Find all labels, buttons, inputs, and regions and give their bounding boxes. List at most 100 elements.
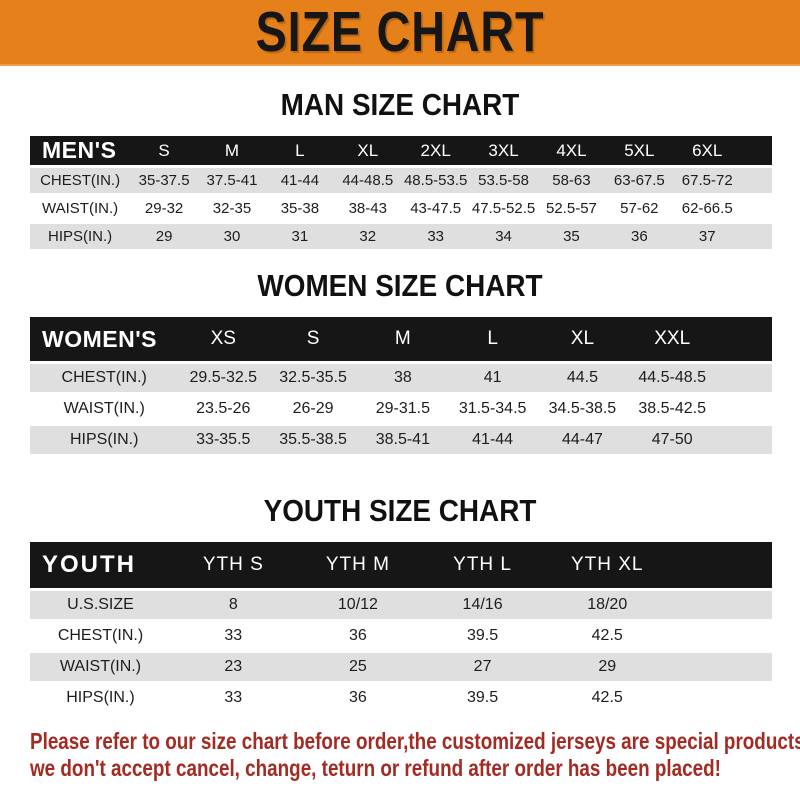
size-cell: 33 [224,627,243,644]
size-cell: 38-43 [348,200,387,217]
size-cell: 33-35.5 [196,431,251,448]
men-section-title: MAN SIZE CHART [280,87,520,122]
column-header: YTH S [202,554,264,575]
size-cell: 34.5-38.5 [548,400,617,417]
table-title: WOMEN'S [42,325,158,352]
column-header: XXL [654,328,691,349]
size-cell: 41-44 [472,431,514,448]
size-cell: 14/16 [462,596,503,613]
size-cell: 43-47.5 [410,200,462,217]
size-cell: 44-47 [561,431,603,448]
size-cell: 32-35 [212,200,252,217]
page-title: SIZE CHART [255,0,545,64]
size-cell: 35 [563,228,580,245]
row-label: HIPS(IN.) [69,431,139,448]
size-cell: 31 [291,228,309,245]
column-header: YTH XL [570,554,644,575]
header-row: YOUTH YTH S YTH M YTH L YTH XL [30,542,772,588]
footer-line-2: we don't accept cancel, change, teturn o… [30,755,721,781]
table-row: HIPS(IN.) 33 36 39.5 42.5 [30,684,772,712]
row-label: CHEST(IN.) [40,172,121,189]
size-cell: 29 [155,228,173,245]
spacer-cell [741,168,772,193]
size-cell: 36 [349,689,367,706]
size-cell: 57-62 [620,200,659,217]
size-chart-page: SIZE CHART MAN SIZE CHART MEN'S S M L XL 2XL 3… [0,0,800,782]
size-cell: 47-50 [651,431,693,448]
spacer-cell [670,542,772,588]
footer-note: Please refer to our size chart before or… [30,728,800,782]
spacer-cell [741,136,772,165]
youth-section: YOUTH SIZE CHART YOUTH YTH S YTH M YTH L YTH… [0,493,800,715]
table-row: CHEST(IN.) 35-37.5 37.5-41 41-44 44-48.5 48.5… [30,168,772,193]
row-label: CHEST(IN.) [57,627,144,644]
size-cell: 39.5 [467,689,499,706]
table-row: U.S.SIZE 8 10/12 14/16 18/20 [30,591,772,619]
spacer-cell [741,224,772,249]
size-cell: 25 [349,658,367,675]
row-label: U.S.SIZE [67,596,134,613]
size-cell: 41-44 [280,172,320,189]
spacer-cell [741,196,772,221]
table-row: CHEST(IN.) 29.5-32.5 32.5-35.5 38 41 44.5 44.5… [30,364,772,392]
column-header: XL [570,328,595,349]
size-cell: 33 [224,689,243,706]
size-cell: 23.5-26 [196,400,251,417]
size-cell: 29.5-32.5 [189,369,258,386]
size-cell: 31.5-34.5 [458,400,527,417]
size-cell: 62-66.5 [681,200,733,217]
size-cell: 32.5-35.5 [279,369,347,386]
size-cell: 44.5-48.5 [638,369,706,386]
table-row: WAIST(IN.) 23.5-26 26-29 29-31.5 31.5-34.5 34… [30,395,772,423]
header-row: MEN'S S M L XL 2XL 3XL 4XL 5XL 6XL [30,136,772,165]
size-cell: 26-29 [292,400,334,417]
column-header: 6XL [692,140,723,160]
column-header: S [158,140,170,160]
size-cell: 27 [473,658,492,675]
table-row: WAIST(IN.) 23 25 27 29 [30,653,772,681]
column-header: 4XL [556,140,587,160]
spacer-cell [670,653,772,681]
table-row: CHEST(IN.) 33 36 39.5 42.5 [30,622,772,650]
size-cell: 39.5 [467,627,499,644]
size-cell: 29-31.5 [375,400,430,417]
table-row: WAIST(IN.) 29-32 32-35 35-38 38-43 43-47.5 47.… [30,196,772,221]
table-row: HIPS(IN.) 29 30 31 32 33 34 35 36 37 [30,224,772,249]
row-label: WAIST(IN.) [42,200,119,217]
size-cell: 18/20 [587,596,628,613]
size-cell: 42.5 [591,627,623,644]
spacer-cell [717,426,772,454]
size-cell: 34 [495,228,512,245]
table-title: YOUTH [42,551,136,578]
men-size-table: MEN'S S M L XL 2XL 3XL 4XL 5XL 6XL CHEST(IN.) 35-37… [30,133,772,252]
spacer-cell [670,684,772,712]
size-cell: 23 [224,658,243,675]
size-cell: 44-48.5 [342,172,394,189]
size-cell: 37.5-41 [206,172,258,189]
header-row: WOMEN'S XS S M L XL XXL [30,317,772,361]
row-label: HIPS(IN.) [47,228,113,245]
spacer-cell [717,364,772,392]
size-cell: 67.5-72 [681,172,733,189]
size-cell: 35.5-38.5 [279,431,347,448]
table-row: HIPS(IN.) 33-35.5 35.5-38.5 38.5-41 41-44 44-… [30,426,772,454]
size-cell: 41 [483,369,502,386]
column-header: YTH M [325,554,390,575]
spacer-cell [717,317,772,361]
row-label: WAIST(IN.) [59,658,142,675]
size-cell: 42.5 [591,689,623,706]
size-cell: 29-32 [144,200,184,217]
size-cell: 33 [427,228,444,245]
banner: SIZE CHART [0,0,800,66]
youth-size-table: YOUTH YTH S YTH M YTH L YTH XL U.S.SIZE 8 10/12… [30,539,772,715]
youth-section-title: YOUTH SIZE CHART [263,493,537,528]
women-size-table: WOMEN'S XS S M L XL XXL CHEST(IN.) 29.5-32.5 32.5… [30,314,772,457]
spacer-cell [670,591,772,619]
men-section: MAN SIZE CHART MEN'S S M L XL 2XL 3XL 4XL 5XL 6XL… [0,87,800,252]
size-cell: 35-38 [280,200,320,217]
size-cell: 32 [359,228,377,245]
women-section-title: WOMEN SIZE CHART [257,268,543,303]
footer-line-1: Please refer to our size chart before or… [30,728,800,754]
spacer-cell [717,395,772,423]
column-header: L [295,140,305,160]
